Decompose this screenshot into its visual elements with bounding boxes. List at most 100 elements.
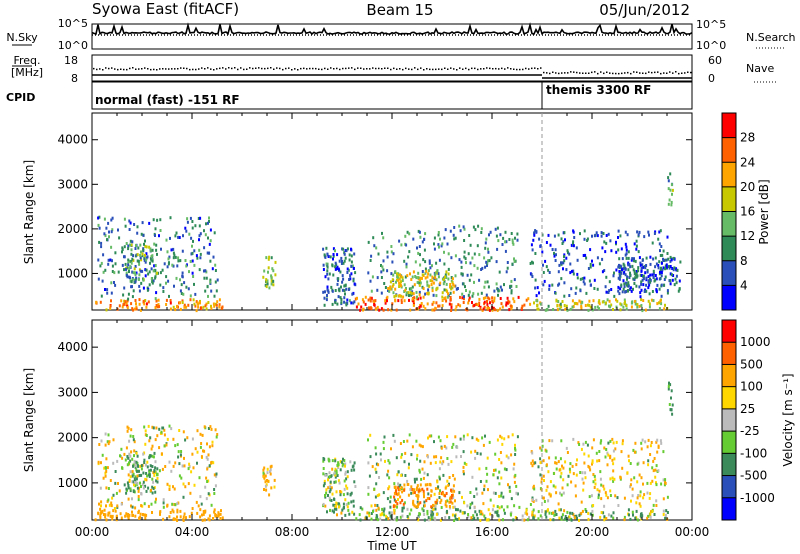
data-cell	[337, 267, 340, 271]
data-cell	[197, 305, 200, 309]
data-cell	[390, 308, 393, 312]
data-cell	[381, 507, 384, 511]
data-cell	[627, 281, 630, 285]
freq-dot	[282, 68, 284, 71]
data-cell	[542, 459, 545, 463]
data-cell	[510, 304, 513, 308]
data-cell	[99, 507, 102, 511]
data-cell	[134, 265, 137, 268]
data-cell	[403, 488, 406, 492]
data-cell	[174, 308, 177, 312]
data-cell	[615, 268, 618, 272]
data-cell	[167, 257, 170, 261]
data-cell	[160, 430, 163, 434]
data-cell	[553, 513, 556, 517]
data-cell	[166, 482, 169, 486]
data-cell	[132, 254, 135, 258]
data-cell	[664, 258, 667, 262]
data-cell	[638, 502, 641, 506]
data-cell	[589, 248, 592, 252]
data-cell	[400, 275, 403, 279]
data-cell	[544, 512, 547, 516]
data-cell	[198, 234, 201, 238]
data-cell	[180, 292, 183, 295]
data-cell	[172, 437, 175, 441]
data-cell	[496, 511, 498, 515]
colorbar-tick-label: 24	[740, 155, 755, 169]
data-cell	[340, 256, 343, 260]
colorbar-tick-label: 1000	[740, 335, 771, 349]
data-cell	[146, 474, 149, 478]
freq-dot	[186, 67, 188, 70]
data-cell	[666, 495, 669, 499]
data-cell	[355, 517, 358, 521]
data-cell	[441, 462, 444, 466]
data-cell	[201, 513, 203, 517]
data-cell	[382, 268, 385, 272]
data-cell	[193, 249, 196, 253]
data-cell	[445, 288, 448, 292]
data-cell	[339, 270, 342, 274]
data-cell	[191, 226, 194, 230]
data-cell	[562, 267, 564, 271]
data-cell	[133, 481, 136, 484]
data-cell	[183, 456, 185, 460]
data-cell	[145, 472, 148, 475]
data-cell	[214, 514, 217, 518]
data-cell	[100, 510, 103, 514]
data-cell	[487, 250, 490, 254]
y-tick-label: 4000	[57, 133, 88, 147]
data-cell	[660, 274, 663, 278]
data-cell	[616, 299, 619, 303]
data-cell	[623, 496, 626, 500]
data-cell	[130, 450, 133, 454]
x-tick-label: 12:00	[375, 525, 410, 539]
data-cell	[563, 231, 566, 235]
data-cell	[603, 487, 606, 491]
data-cell	[622, 279, 625, 283]
data-cell	[119, 512, 122, 516]
data-cell	[560, 471, 563, 475]
data-cell	[660, 245, 663, 248]
data-cell	[657, 266, 660, 270]
data-cell	[341, 288, 344, 292]
data-cell	[629, 485, 632, 489]
data-cell	[341, 280, 344, 284]
data-cell	[102, 253, 105, 257]
freq-dot	[105, 67, 107, 69]
data-cell	[367, 438, 369, 442]
data-cell	[644, 308, 647, 312]
data-cell	[211, 444, 214, 448]
data-cell	[492, 504, 495, 508]
data-cell	[332, 503, 335, 507]
data-cell	[158, 469, 161, 473]
data-cell	[612, 308, 614, 311]
data-cell	[612, 511, 615, 515]
data-cell	[102, 270, 105, 274]
data-cell	[648, 302, 651, 306]
data-cell	[127, 497, 130, 501]
data-cell	[447, 267, 450, 271]
data-cell	[463, 255, 466, 259]
data-cell	[130, 252, 133, 256]
freq-dot	[210, 68, 212, 70]
data-cell	[145, 245, 148, 249]
data-cell	[144, 463, 147, 467]
data-cell	[581, 300, 584, 304]
freq-dot	[642, 72, 644, 74]
data-cell	[105, 226, 108, 230]
data-cell	[408, 232, 411, 236]
data-cell	[633, 450, 636, 454]
data-cell	[204, 289, 207, 293]
data-cell	[480, 510, 482, 514]
data-cell	[181, 299, 184, 303]
data-cell	[208, 518, 211, 522]
data-cell	[589, 265, 592, 269]
data-cell	[486, 302, 489, 306]
data-cell	[267, 266, 270, 270]
data-cell	[199, 232, 202, 236]
data-cell	[323, 482, 326, 486]
data-cell	[400, 280, 402, 284]
data-cell	[430, 283, 433, 286]
data-cell	[354, 271, 357, 275]
